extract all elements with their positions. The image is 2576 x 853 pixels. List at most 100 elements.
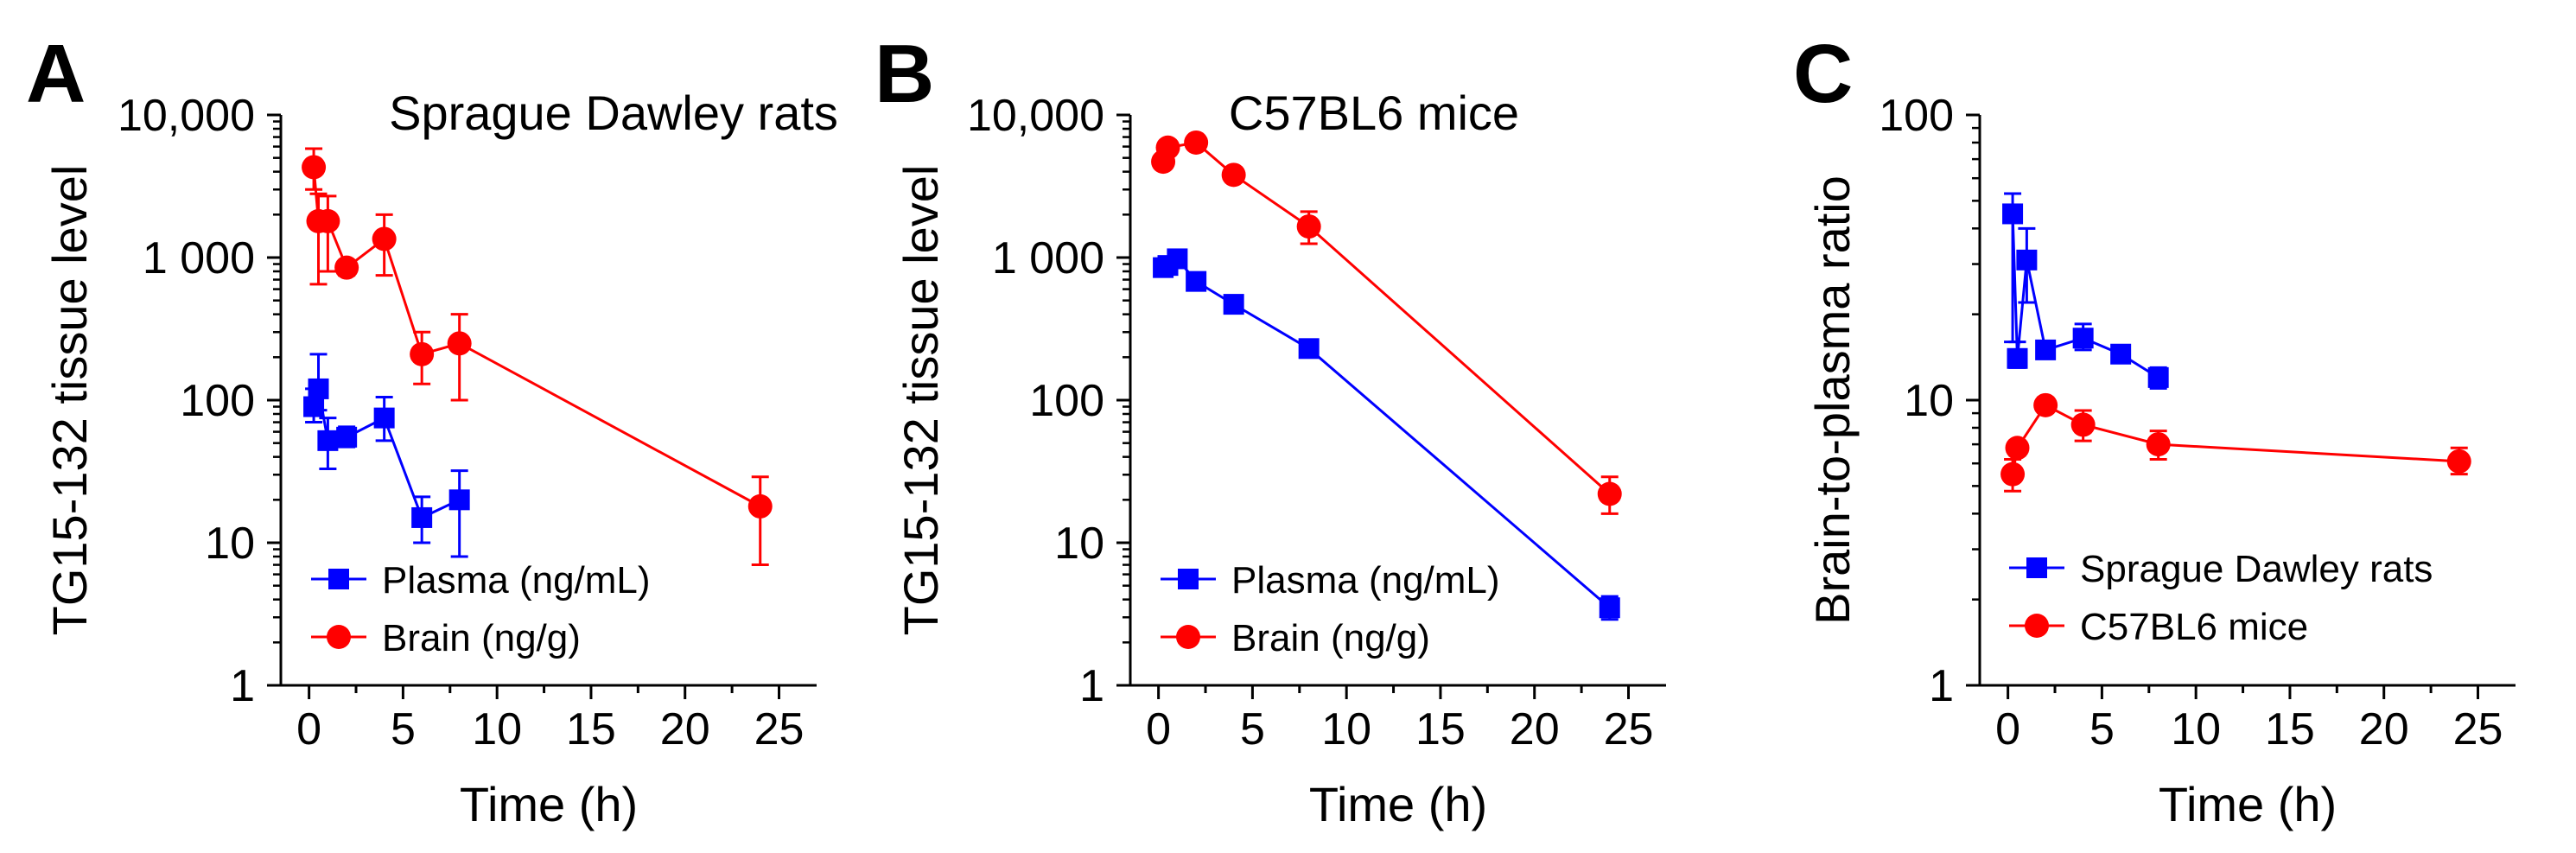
x-tick-label: 15: [566, 704, 616, 754]
legend-entry: Plasma (ng/mL): [311, 559, 651, 602]
y-tick-label: 1: [1929, 661, 1954, 711]
y-tick-label: 100: [1029, 376, 1104, 426]
panel-title: Sprague Dawley rats: [389, 86, 838, 140]
legend-entry: C57BL6 mice: [2009, 606, 2308, 648]
data-point: [2005, 436, 2030, 461]
legend-label: Plasma (ng/mL): [1231, 559, 1500, 602]
series-red: [302, 147, 773, 567]
data-point: [2070, 412, 2096, 437]
x-tick-label: 5: [1240, 704, 1265, 754]
data-point: [1296, 214, 1321, 239]
x-tick-label: 5: [2089, 704, 2115, 754]
x-tick-label: 10: [2171, 704, 2221, 754]
legend-entry: Brain (ng/g): [1161, 617, 1430, 659]
data-point: [317, 430, 339, 451]
series-line: [2011, 213, 2159, 379]
x-tick-label: 25: [754, 704, 805, 754]
data-point: [372, 226, 397, 251]
legend-label: Brain (ng/g): [382, 617, 581, 659]
panel-a: A Sprague Dawley rats 0 5 10 15 20 25 1 10 100 1 00…: [26, 28, 838, 831]
data-point: [2000, 462, 2026, 487]
data-point: [2002, 203, 2024, 225]
y-tick-label: 10: [1054, 519, 1104, 569]
legend-label: Brain (ng/g): [1231, 617, 1430, 659]
data-point: [308, 378, 329, 399]
data-point: [1223, 294, 1244, 315]
data-point: [2033, 392, 2058, 417]
x-axis-title: Time (h): [1309, 777, 1487, 831]
x-axis-title: Time (h): [460, 777, 638, 831]
legend-marker: [327, 625, 351, 649]
y-tick-label: 10,000: [118, 91, 255, 141]
series-blue: [1153, 248, 1620, 621]
data-point: [1155, 135, 1180, 160]
data-point: [336, 426, 358, 448]
data-point: [747, 493, 773, 519]
data-point: [411, 506, 433, 528]
y-axis-title: TG15-132 tissue level: [42, 165, 97, 636]
panel-letter: B: [875, 28, 934, 120]
series-line: [312, 167, 761, 508]
data-point: [2147, 366, 2169, 388]
y-tick-label: 1 000: [143, 233, 255, 283]
series-blue: [2002, 192, 2169, 390]
x-tick-label: 10: [472, 704, 522, 754]
legend-entry: Brain (ng/g): [311, 617, 581, 659]
y-tick-label: 100: [180, 376, 255, 426]
y-tick-label: 10: [1904, 376, 1954, 426]
data-point: [410, 341, 435, 366]
y-tick-label: 100: [1879, 91, 1954, 141]
x-tick-label: 20: [660, 704, 710, 754]
legend-label: C57BL6 mice: [2080, 606, 2308, 648]
data-point: [2110, 343, 2132, 365]
data-point: [1221, 162, 1246, 188]
data-point: [1597, 481, 1622, 506]
legend-label: Sprague Dawley rats: [2080, 548, 2433, 590]
series-red: [2000, 392, 2471, 493]
panel-c: C 0 5 10 15 20 25 1 10 100 Time (h) Brain-to-plasma…: [1793, 28, 2516, 831]
data-point: [448, 489, 470, 511]
panel-title: C57BL6 mice: [1229, 86, 1519, 140]
x-tick-label: 25: [2453, 704, 2503, 754]
x-tick-label: 0: [296, 704, 321, 754]
data-point: [2146, 432, 2171, 457]
y-axis-title: Brain-to-plasma ratio: [1805, 175, 1860, 625]
x-tick-label: 0: [1995, 704, 2020, 754]
legend-entry: Plasma (ng/mL): [1161, 559, 1500, 602]
data-point: [2016, 249, 2038, 271]
y-tick-label: 1: [1079, 661, 1104, 711]
y-tick-label: 10: [205, 519, 255, 569]
legend-entry: Sprague Dawley rats: [2009, 548, 2433, 590]
data-point: [2007, 347, 2028, 369]
data-point: [2446, 449, 2471, 474]
data-point: [1599, 597, 1620, 619]
x-tick-label: 25: [1604, 704, 1654, 754]
data-point: [1167, 248, 1188, 270]
data-point: [2072, 328, 2094, 349]
y-tick-label: 10,000: [967, 91, 1104, 141]
x-tick-label: 20: [2359, 704, 2409, 754]
legend-marker: [1178, 569, 1199, 589]
y-tick-label: 1 000: [992, 233, 1104, 283]
legend-label: Plasma (ng/mL): [382, 559, 651, 602]
legend-marker: [328, 569, 349, 589]
y-tick-label: 1: [230, 661, 255, 711]
panel-letter: A: [26, 28, 86, 120]
x-tick-label: 15: [2265, 704, 2315, 754]
x-tick-label: 20: [1510, 704, 1560, 754]
x-axis-title: Time (h): [2159, 777, 2337, 831]
data-point: [373, 407, 395, 429]
data-point: [1186, 271, 1207, 292]
data-point: [302, 155, 327, 180]
panel-b: B C57BL6 mice 0 5 10 15 20 25 1 10 100 1 000 10,000 T…: [875, 28, 1666, 831]
legend-marker: [2026, 557, 2047, 578]
data-point: [447, 331, 472, 356]
series-red: [1151, 130, 1622, 515]
x-tick-label: 15: [1415, 704, 1466, 754]
data-point: [303, 396, 325, 417]
series-line: [1161, 141, 1611, 495]
panel-letter: C: [1793, 28, 1853, 120]
data-point: [1184, 130, 1209, 155]
legend-marker: [2025, 614, 2049, 638]
